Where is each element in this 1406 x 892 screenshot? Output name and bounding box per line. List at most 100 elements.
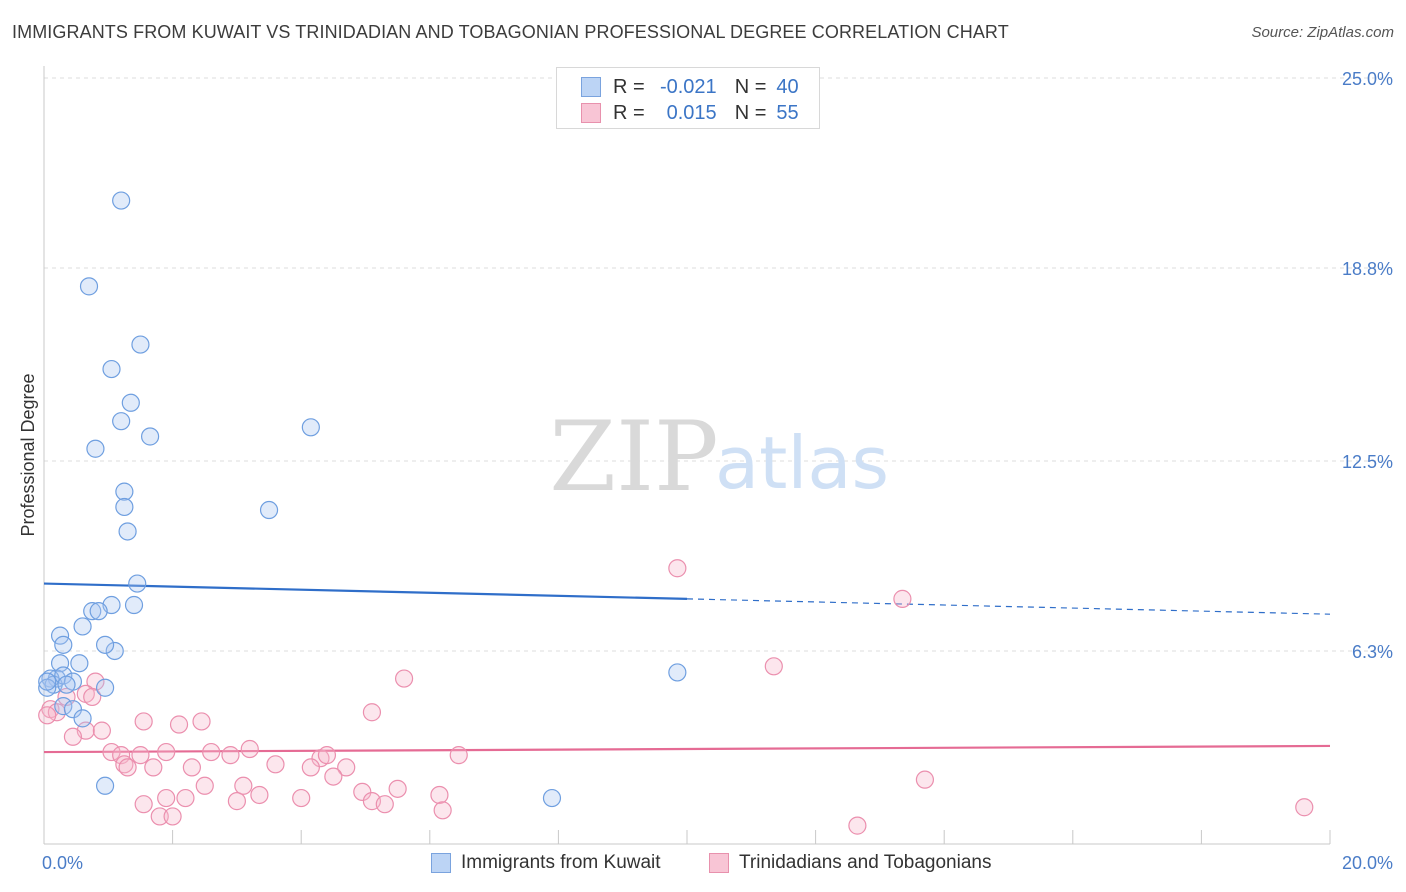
trinidad-point <box>182 758 201 777</box>
kuwait-point <box>73 709 92 728</box>
trinidad-point <box>317 746 337 765</box>
kuwait-legend-swatch <box>431 853 451 873</box>
kuwait-point <box>301 418 320 437</box>
trinidad-point <box>893 589 912 608</box>
trinidad-point <box>292 788 311 808</box>
kuwait-point <box>105 641 124 661</box>
watermark-atlas: atlas <box>715 421 889 505</box>
trinidad-point <box>134 795 153 814</box>
kuwait-point <box>102 359 121 379</box>
trinidad-point <box>202 742 221 762</box>
y-axis-label: Professional Degree <box>18 373 38 536</box>
trinidad-point <box>131 746 150 765</box>
trinidad-point <box>92 721 111 740</box>
trinidad-point <box>433 801 452 820</box>
r-label: R = <box>613 75 645 98</box>
trinidad-point <box>353 782 372 802</box>
legend-row-trinidad: R = 0.015 N = 55 <box>581 101 799 125</box>
tick-labels: 6.3% 12.5% 18.8% 25.0% 0.0% 20.0% <box>42 69 1393 873</box>
legend-item-kuwait: Immigrants from Kuwait <box>431 852 661 874</box>
trinidad-point <box>668 559 687 578</box>
kuwait-point <box>668 663 687 682</box>
kuwait-point <box>112 191 131 210</box>
kuwait-point <box>70 654 89 673</box>
kuwait-point <box>38 672 57 691</box>
kuwait-point <box>121 393 140 412</box>
y-tick-label: 18.8% <box>1342 259 1393 279</box>
kuwait-point <box>83 602 102 621</box>
trinidad-point <box>144 758 163 777</box>
trinidad-point <box>63 727 83 746</box>
trinidad-point <box>157 788 176 808</box>
trinidad-legend-label: Trinidadians and Tobagonians <box>739 852 992 873</box>
kuwait-point <box>128 574 147 593</box>
chart-title: IMMIGRANTS FROM KUWAIT VS TRINIDADIAN AN… <box>12 22 1009 42</box>
trinidad-point <box>134 712 153 731</box>
watermark-zip: ZIP <box>549 401 718 513</box>
kuwait-point <box>73 617 92 636</box>
trinidad-point <box>163 807 182 826</box>
trinidad-point <box>176 788 195 808</box>
kuwait-n-value: 40 <box>776 75 799 98</box>
trinidad-point <box>83 687 102 707</box>
correlation-legend: R = -0.021 N = 40 R = 0.015 N = 55 <box>556 67 820 129</box>
trinidad-point <box>1295 798 1314 817</box>
trinidad-point <box>362 703 382 722</box>
legend-item-trinidad: Trinidadians and Tobagonians <box>709 852 991 874</box>
series-legend: Immigrants from Kuwait Trinidadians and … <box>0 852 1406 878</box>
trinidad-point <box>388 779 407 798</box>
trinidad-point <box>38 706 57 725</box>
trinidad-point <box>848 816 867 835</box>
kuwait-point <box>131 335 150 354</box>
kuwait-point <box>86 439 105 458</box>
y-tick-label: 12.5% <box>1342 452 1393 472</box>
kuwait-point <box>542 788 562 808</box>
trinidad-point <box>118 758 137 777</box>
kuwait-trend-extension <box>686 598 1331 615</box>
n-label: N = <box>734 101 767 124</box>
trinidad-r-value: 0.015 <box>666 101 717 124</box>
kuwait-point <box>95 635 115 654</box>
trinidad-point <box>394 669 414 688</box>
kuwait-swatch <box>581 77 601 97</box>
kuwait-point <box>95 776 115 795</box>
watermark: ZIP atlas <box>549 401 889 513</box>
kuwait-trend-line <box>43 582 688 600</box>
trinidad-point <box>250 785 269 805</box>
trend-lines <box>43 582 1331 754</box>
trinidad-point <box>221 746 240 765</box>
trinidad-n-value: 55 <box>776 101 799 124</box>
kuwait-point <box>89 602 108 621</box>
n-label: N = <box>734 75 767 98</box>
kuwait-point <box>259 500 279 520</box>
trinidad-point <box>150 807 169 826</box>
trinidad-legend-swatch <box>709 853 729 873</box>
trinidad-point <box>192 712 211 731</box>
y-tick-label: 6.3% <box>1352 642 1393 662</box>
trinidad-point <box>430 785 449 805</box>
trinidad-point <box>157 742 176 762</box>
kuwait-point <box>112 412 131 431</box>
x-tick-label: 20.0% <box>1342 853 1393 873</box>
trinidad-point <box>195 776 214 795</box>
legend-row-kuwait: R = -0.021 N = 40 <box>581 75 799 99</box>
grid-layer <box>44 77 1392 652</box>
kuwait-point <box>38 678 57 697</box>
trinidad-swatch <box>581 103 601 123</box>
data-points <box>38 191 1314 835</box>
trinidad-point <box>449 746 468 765</box>
trinidad-point <box>375 795 394 814</box>
kuwait-r-value: -0.021 <box>659 75 717 98</box>
kuwait-point <box>124 595 144 615</box>
kuwait-point <box>54 635 73 654</box>
kuwait-point <box>63 700 83 719</box>
source-credit: Source: ZipAtlas.com <box>1251 24 1394 41</box>
trinidad-point <box>234 776 253 795</box>
x-tick-label: 0.0% <box>42 853 83 873</box>
trinidad-point <box>227 792 246 811</box>
kuwait-point <box>118 522 137 541</box>
kuwait-point <box>115 497 134 517</box>
trinidad-point <box>86 672 105 691</box>
trinidad-point <box>337 758 356 777</box>
